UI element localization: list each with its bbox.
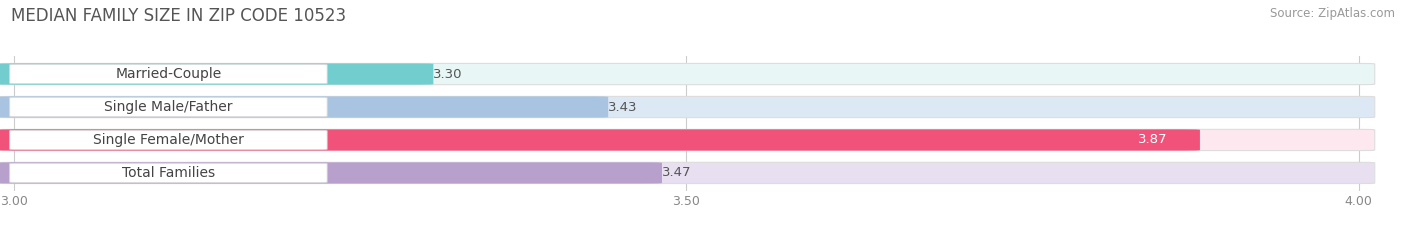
Text: MEDIAN FAMILY SIZE IN ZIP CODE 10523: MEDIAN FAMILY SIZE IN ZIP CODE 10523 bbox=[11, 7, 346, 25]
FancyBboxPatch shape bbox=[0, 129, 1375, 151]
FancyBboxPatch shape bbox=[10, 163, 328, 182]
Text: Single Female/Mother: Single Female/Mother bbox=[93, 133, 243, 147]
Text: 3.47: 3.47 bbox=[662, 166, 692, 179]
Text: Source: ZipAtlas.com: Source: ZipAtlas.com bbox=[1270, 7, 1395, 20]
Text: 3.87: 3.87 bbox=[1137, 134, 1167, 147]
FancyBboxPatch shape bbox=[10, 65, 328, 84]
FancyBboxPatch shape bbox=[0, 63, 1375, 85]
FancyBboxPatch shape bbox=[10, 130, 328, 149]
Text: Married-Couple: Married-Couple bbox=[115, 67, 222, 81]
Text: Total Families: Total Families bbox=[122, 166, 215, 180]
FancyBboxPatch shape bbox=[0, 96, 609, 118]
FancyBboxPatch shape bbox=[10, 98, 328, 116]
FancyBboxPatch shape bbox=[0, 96, 1375, 118]
Text: Single Male/Father: Single Male/Father bbox=[104, 100, 232, 114]
FancyBboxPatch shape bbox=[0, 63, 433, 85]
FancyBboxPatch shape bbox=[0, 162, 662, 184]
FancyBboxPatch shape bbox=[0, 129, 1199, 151]
Text: 3.30: 3.30 bbox=[433, 68, 463, 81]
Text: 3.43: 3.43 bbox=[609, 100, 638, 113]
FancyBboxPatch shape bbox=[0, 162, 1375, 184]
